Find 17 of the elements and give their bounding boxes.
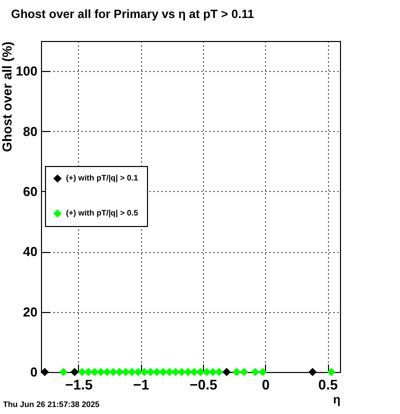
x-tick-label: 0.5 (318, 376, 338, 392)
y-tick-label: 80 (23, 124, 38, 139)
y-axis-title: Ghost over all (%) (0, 42, 14, 152)
legend-label: (+) with pT/|q| > 0.5 (66, 208, 139, 218)
y-tick-label: 40 (23, 244, 38, 260)
text: Thu Jun 26 21:57:38 2025 (3, 400, 100, 409)
chart-title: Ghost over all for Primary vs η at pT > 0.11 (11, 7, 254, 21)
x-axis-title: η (333, 392, 340, 406)
y-tick-label: 0 (30, 364, 38, 380)
x-tick-label: −1.5 (65, 376, 93, 392)
y-tick-label: 60 (23, 184, 38, 199)
y-tick-label: 100 (16, 64, 38, 79)
x-tick-label: −0.5 (190, 376, 218, 392)
x-tick-label: 0 (262, 376, 270, 392)
x-tick-label: −1 (133, 376, 150, 392)
y-tick-label: 20 (23, 304, 38, 320)
legend-label: (+) with pT/|q| > 0.1 (66, 174, 139, 182)
